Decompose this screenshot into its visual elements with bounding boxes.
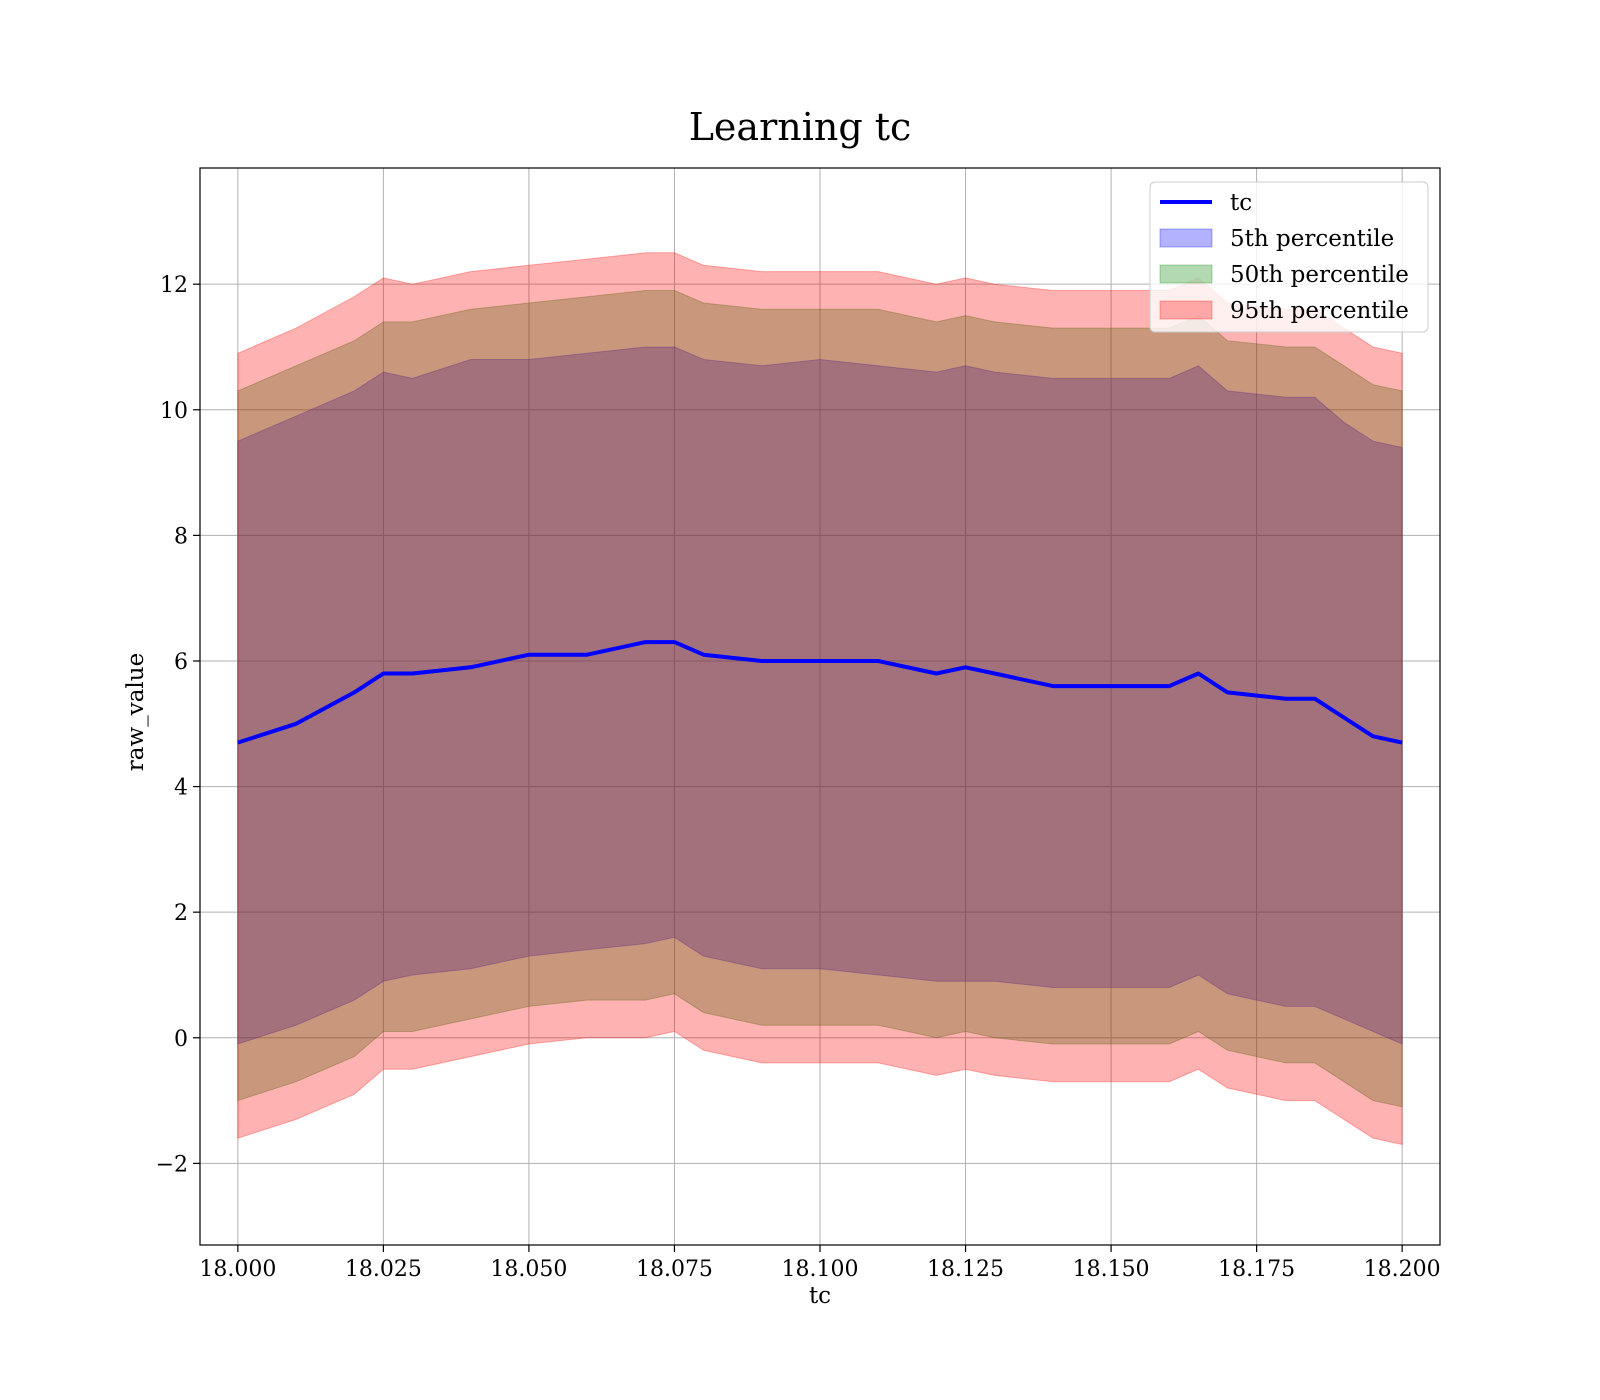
x-tick-label: 18.050 bbox=[490, 1257, 567, 1282]
y-tick-label: −2 bbox=[156, 1152, 188, 1177]
band-95th-percentile bbox=[237, 252, 1403, 1146]
y-axis-label: raw_value bbox=[123, 653, 149, 771]
y-tick-label: 10 bbox=[160, 399, 188, 424]
x-tick-label: 18.075 bbox=[636, 1257, 713, 1282]
chart-title: Learning tc bbox=[689, 105, 912, 149]
y-axis-ticks: −2 0 2 4 6 8 10 12 bbox=[156, 273, 200, 1177]
band-5th-percentile bbox=[237, 346, 1403, 1045]
x-tick-label: 18.200 bbox=[1364, 1257, 1441, 1282]
legend-label: 95th percentile bbox=[1230, 298, 1409, 324]
x-tick-label: 18.175 bbox=[1218, 1257, 1295, 1282]
y-tick-label: 8 bbox=[174, 524, 188, 549]
x-tick-label: 18.125 bbox=[927, 1257, 1004, 1282]
x-axis-label: tc bbox=[809, 1283, 831, 1309]
series-line-tc bbox=[237, 640, 1403, 745]
legend-item: 50th percentile bbox=[1159, 262, 1409, 288]
legend-item: tc bbox=[1160, 190, 1252, 216]
x-tick-label: 18.025 bbox=[345, 1257, 422, 1282]
y-tick-label: 2 bbox=[174, 901, 188, 926]
x-tick-label: 18.150 bbox=[1073, 1257, 1150, 1282]
series-lines bbox=[237, 640, 1403, 745]
y-tick-label: 12 bbox=[160, 273, 188, 298]
x-tick-label: 18.100 bbox=[782, 1257, 859, 1282]
y-tick-label: 6 bbox=[174, 650, 188, 675]
legend-swatch-patch bbox=[1159, 264, 1213, 284]
percentile-bands bbox=[237, 252, 1403, 1146]
legend-swatch-patch bbox=[1159, 300, 1213, 320]
legend-box bbox=[1149, 181, 1429, 333]
x-tick-label: 18.000 bbox=[199, 1257, 276, 1282]
x-axis-ticks: 18.000 18.025 18.050 18.075 18.100 18.125 18.1… bbox=[199, 1245, 1441, 1282]
legend-label: tc bbox=[1230, 190, 1252, 216]
legend-label: 50th percentile bbox=[1230, 262, 1409, 288]
legend-swatch-patch bbox=[1159, 228, 1213, 248]
legend-item: 95th percentile bbox=[1159, 298, 1409, 324]
y-tick-label: 4 bbox=[174, 776, 188, 801]
legend: tc 5th percentile 50th percentile 95th perc… bbox=[1149, 181, 1429, 333]
band-50th-percentile bbox=[237, 290, 1403, 1108]
legend-item: 5th percentile bbox=[1159, 226, 1394, 252]
y-tick-label: 0 bbox=[174, 1027, 188, 1052]
legend-label: 5th percentile bbox=[1230, 226, 1394, 252]
